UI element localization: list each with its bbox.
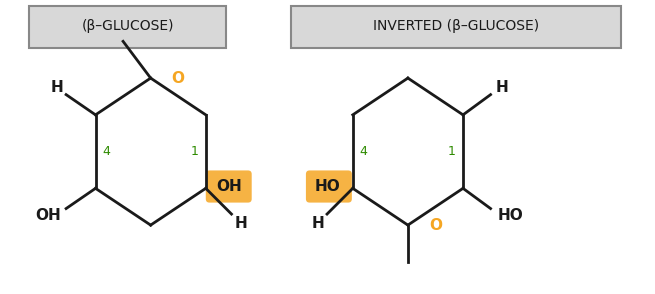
Text: 4: 4 [360,145,367,158]
Text: 4: 4 [103,145,111,158]
Text: OH: OH [35,208,61,223]
FancyBboxPatch shape [291,6,621,48]
Text: HO: HO [498,208,523,223]
Text: O: O [172,71,185,86]
Text: 1: 1 [191,145,198,158]
Text: H: H [50,80,64,95]
Text: O: O [429,218,442,233]
FancyBboxPatch shape [306,171,352,203]
FancyBboxPatch shape [206,171,252,203]
Text: INVERTED (β–GLUCOSE): INVERTED (β–GLUCOSE) [373,19,539,33]
Text: OH: OH [216,179,242,194]
Text: H: H [234,216,247,231]
Text: H: H [312,216,324,231]
Text: HO: HO [315,179,341,194]
Text: H: H [495,80,508,95]
FancyBboxPatch shape [29,6,226,48]
Text: 1: 1 [448,145,456,158]
Text: (β–GLUCOSE): (β–GLUCOSE) [81,19,174,33]
